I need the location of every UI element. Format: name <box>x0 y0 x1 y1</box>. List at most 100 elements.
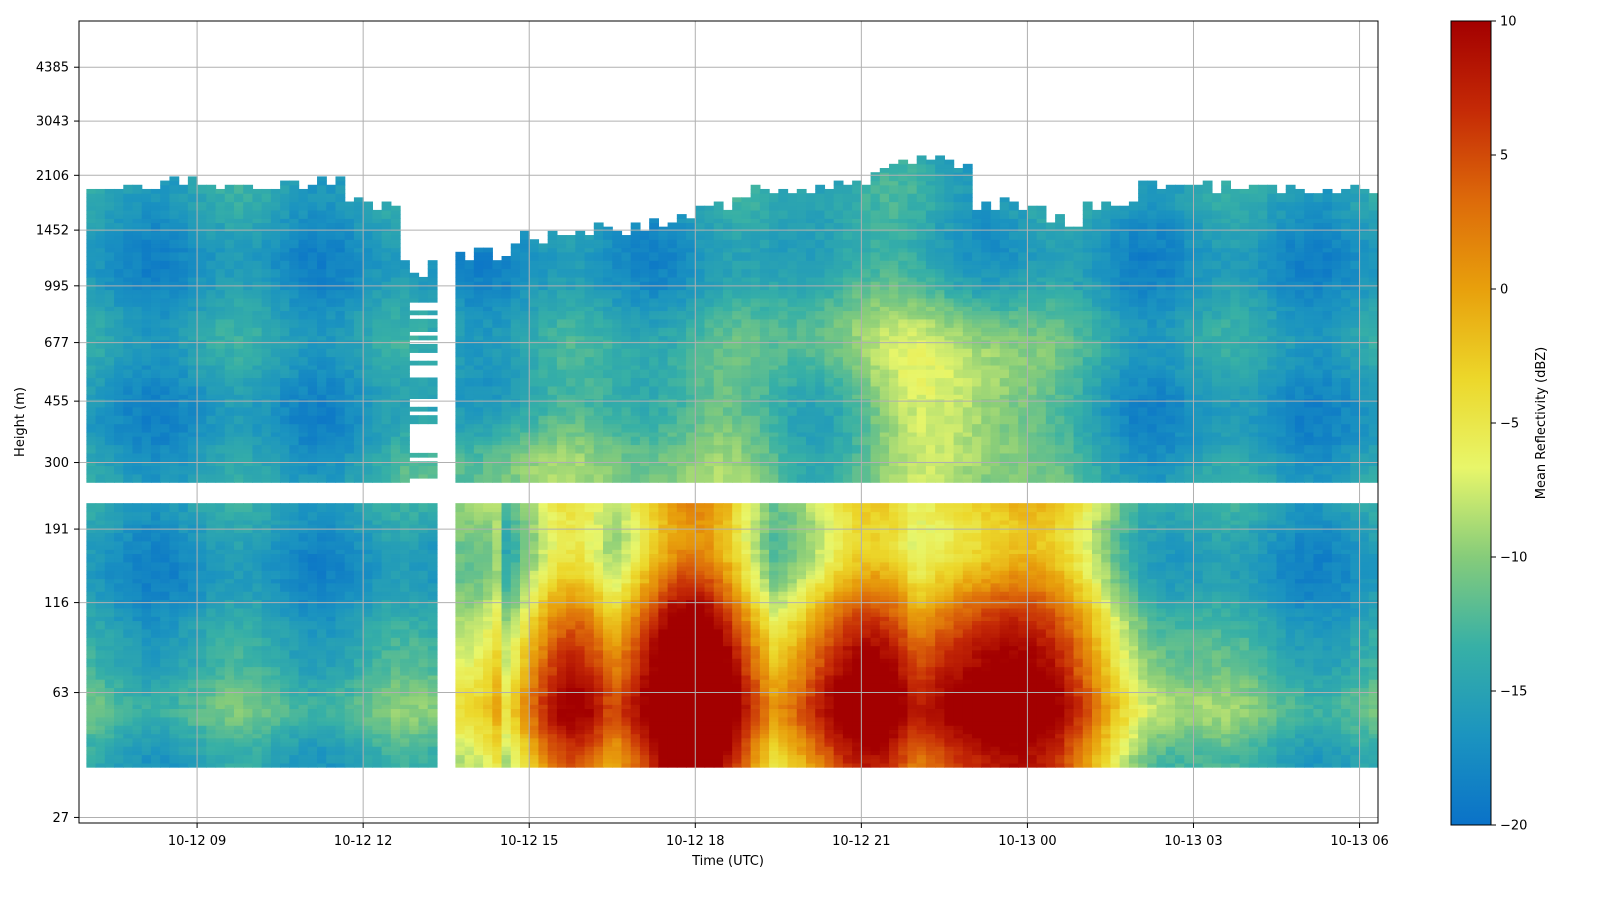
heatmap-cell <box>169 197 180 203</box>
heatmap-cell <box>400 369 410 374</box>
heatmap-cell <box>104 377 115 383</box>
heatmap-cell <box>169 465 180 471</box>
heatmap-cell <box>197 628 207 634</box>
heatmap-cell <box>326 511 337 517</box>
heatmap-cell <box>261 586 272 592</box>
heatmap-cell <box>418 469 429 475</box>
heatmap-cell <box>289 574 300 580</box>
heatmap-cell <box>280 431 290 437</box>
heatmap-cell <box>178 327 189 332</box>
heatmap-cell <box>372 214 383 219</box>
heatmap-cell <box>363 624 373 630</box>
heatmap-cell <box>95 348 106 353</box>
heatmap-cell <box>150 478 161 483</box>
heatmap-cell <box>123 205 134 211</box>
heatmap-cell <box>141 222 152 228</box>
heatmap-cell <box>160 214 171 219</box>
heatmap-cell <box>390 616 401 622</box>
heatmap-cell <box>197 381 207 387</box>
heatmap-cell <box>326 285 337 291</box>
heatmap-cell <box>409 360 420 366</box>
heatmap-cell <box>261 649 272 655</box>
heatmap-cell <box>381 641 392 647</box>
heatmap-cell <box>160 700 171 705</box>
heatmap-cell <box>270 658 281 663</box>
heatmap-cell <box>169 239 180 245</box>
heatmap-cell <box>289 620 300 626</box>
heatmap-cell <box>289 570 300 575</box>
heatmap-cell <box>224 327 235 332</box>
heatmap-cell <box>326 687 337 693</box>
heatmap-cell <box>187 209 198 215</box>
heatmap-cell <box>381 268 392 274</box>
heatmap-cell <box>270 302 281 307</box>
heatmap-cell <box>335 762 346 768</box>
heatmap-cell <box>344 649 355 655</box>
heatmap-cell <box>372 591 383 596</box>
heatmap-cell <box>141 385 152 391</box>
heatmap-cell <box>427 599 438 605</box>
heatmap-cell <box>114 712 124 718</box>
heatmap-cell <box>243 599 254 605</box>
heatmap-cell <box>215 369 226 374</box>
heatmap-cell <box>206 586 217 592</box>
heatmap-cell <box>86 335 97 341</box>
heatmap-cell <box>224 385 235 391</box>
heatmap-cell <box>206 343 217 349</box>
heatmap-cell <box>187 243 198 249</box>
heatmap-cell <box>363 519 373 525</box>
heatmap-cell <box>307 209 318 215</box>
heatmap-cell <box>289 268 300 274</box>
heatmap-cell <box>270 616 281 622</box>
heatmap-cell <box>390 725 401 730</box>
heatmap-cell <box>298 243 309 249</box>
heatmap-cell <box>160 201 171 207</box>
heatmap-cell <box>86 595 97 601</box>
heatmap-cell <box>132 565 143 571</box>
heatmap-cell <box>243 720 254 726</box>
heatmap-cell <box>363 239 373 245</box>
heatmap-cell <box>363 641 373 647</box>
heatmap-cell <box>123 276 134 282</box>
heatmap-cell <box>123 536 134 542</box>
heatmap-cell <box>114 268 124 274</box>
heatmap-cell <box>400 323 410 328</box>
heatmap-cell <box>114 519 124 525</box>
heatmap-cell <box>261 637 272 642</box>
heatmap-cell <box>95 687 106 693</box>
heatmap-cell <box>427 700 438 705</box>
heatmap-cell <box>400 746 410 751</box>
heatmap-cell <box>169 540 180 546</box>
heatmap-cell <box>390 519 401 525</box>
heatmap-cell <box>114 653 124 659</box>
heatmap-cell <box>400 281 410 286</box>
heatmap-cell <box>261 591 272 596</box>
heatmap-cell <box>169 712 180 718</box>
heatmap-cell <box>224 201 235 207</box>
heatmap-cell <box>307 306 318 312</box>
heatmap-cell <box>123 356 134 362</box>
heatmap-cell <box>317 695 327 701</box>
heatmap-cell <box>160 394 171 400</box>
heatmap-cell <box>224 708 235 714</box>
heatmap-cell <box>390 461 401 467</box>
heatmap-cell <box>353 402 364 408</box>
heatmap-cell <box>372 695 383 701</box>
heatmap-cell <box>178 612 189 617</box>
heatmap-cell <box>372 255 383 261</box>
heatmap-cell <box>363 733 373 739</box>
heatmap-cell <box>178 406 189 412</box>
heatmap-cell <box>353 264 364 270</box>
heatmap-cell <box>114 431 124 437</box>
heatmap-cell <box>197 553 207 559</box>
heatmap-cell <box>261 553 272 559</box>
heatmap-cell <box>427 653 438 659</box>
heatmap-cell <box>326 612 337 617</box>
heatmap-cell <box>409 561 420 567</box>
heatmap-cell <box>243 503 254 508</box>
heatmap-cell <box>169 180 180 186</box>
heatmap-cell <box>335 427 346 433</box>
heatmap-cell <box>197 314 207 320</box>
heatmap-cell <box>307 687 318 693</box>
heatmap-cell <box>206 373 217 379</box>
